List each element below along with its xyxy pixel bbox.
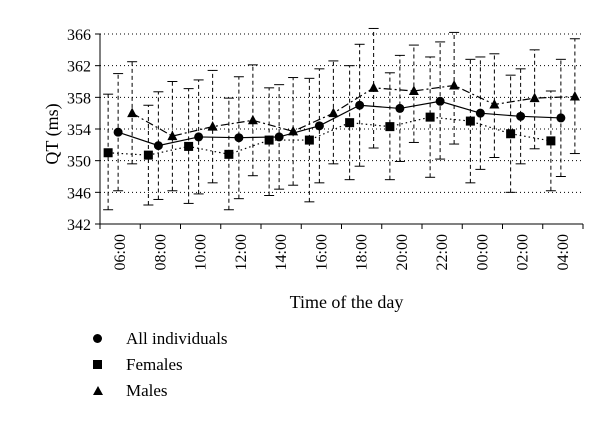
square-marker-point — [143, 150, 153, 160]
triangle-marker-point — [288, 125, 299, 136]
triangle-marker-point — [328, 107, 339, 118]
series-line-circle — [117, 100, 561, 147]
circle-marker-point — [234, 133, 244, 143]
triangle-marker-point — [569, 91, 580, 101]
circle-marker-point — [314, 121, 324, 131]
x-tick-label: 20:00 — [394, 234, 411, 270]
x-tick-label: 06:00 — [112, 234, 129, 270]
x-tick-label: 12:00 — [233, 234, 250, 270]
x-tick-label: 10:00 — [193, 234, 210, 270]
square-marker-point — [465, 116, 475, 126]
x-tick-label: 04:00 — [555, 234, 572, 270]
legend-item-males: Males — [92, 378, 228, 404]
y-tick-label: 350 — [67, 154, 91, 171]
series-line-triangle — [131, 84, 575, 137]
legend-label: Males — [126, 381, 168, 400]
y-tick-label: 342 — [67, 217, 91, 234]
triangle-marker-point — [408, 85, 419, 95]
y-tick-label: 346 — [67, 185, 91, 202]
x-tick-label: 18:00 — [354, 234, 371, 270]
square-marker-point — [425, 112, 435, 122]
square-marker-point — [345, 118, 355, 128]
circle-marker-point — [355, 100, 365, 110]
triangle-marker-point — [368, 82, 379, 92]
legend-item-all-individuals: All individuals — [92, 326, 228, 352]
y-tick-label: 354 — [67, 122, 91, 139]
circle-marker-point — [274, 132, 284, 142]
x-tick-label: 14:00 — [273, 234, 290, 270]
legend-circle-marker-icon — [92, 331, 114, 347]
square-marker-point — [304, 135, 314, 145]
square-marker-point — [506, 129, 516, 139]
triangle-marker-point — [489, 98, 500, 109]
triangle-marker-point — [247, 114, 258, 125]
triangle-marker-point — [529, 92, 540, 103]
x-tick-label: 16:00 — [313, 234, 330, 270]
legend-square-marker-icon — [92, 357, 114, 373]
circle-marker-point — [153, 141, 163, 151]
square-marker-point — [546, 136, 556, 146]
circle-marker-point — [395, 103, 405, 113]
square-marker-point — [264, 135, 274, 145]
x-tick-label: 02:00 — [515, 234, 532, 270]
square-marker-point — [385, 122, 395, 132]
circle-marker-point — [475, 108, 485, 118]
circle-marker-point — [113, 127, 123, 137]
legend-label: Females — [126, 355, 183, 374]
circle-marker-point — [516, 111, 526, 121]
legend-label: All individuals — [126, 329, 228, 348]
x-tick-label: 08:00 — [152, 234, 169, 270]
circle-marker-point — [435, 96, 445, 106]
triangle-marker-point — [207, 121, 218, 131]
square-marker-point — [184, 141, 194, 151]
series-line-square — [108, 116, 551, 156]
x-tick-label: 00:00 — [474, 234, 491, 270]
legend-item-females: Females — [92, 352, 228, 378]
x-axis-title: Time of the day — [290, 292, 404, 312]
circle-marker-point — [194, 132, 204, 142]
triangle-marker-point — [449, 79, 460, 90]
y-axis-title: QT (ms) — [42, 103, 63, 164]
circle-marker-point — [556, 113, 566, 123]
triangle-marker-point — [127, 107, 138, 118]
triangle-marker-point — [167, 130, 178, 141]
x-tick-label: 22:00 — [434, 234, 451, 270]
square-marker-point — [103, 148, 113, 158]
legend-triangle-marker-icon — [92, 383, 114, 399]
y-tick-label: 358 — [67, 90, 91, 107]
y-tick-label: 362 — [67, 59, 91, 76]
legend: All individuals Females Males — [92, 326, 228, 404]
y-tick-label: 366 — [67, 27, 91, 44]
square-marker-point — [224, 149, 234, 159]
